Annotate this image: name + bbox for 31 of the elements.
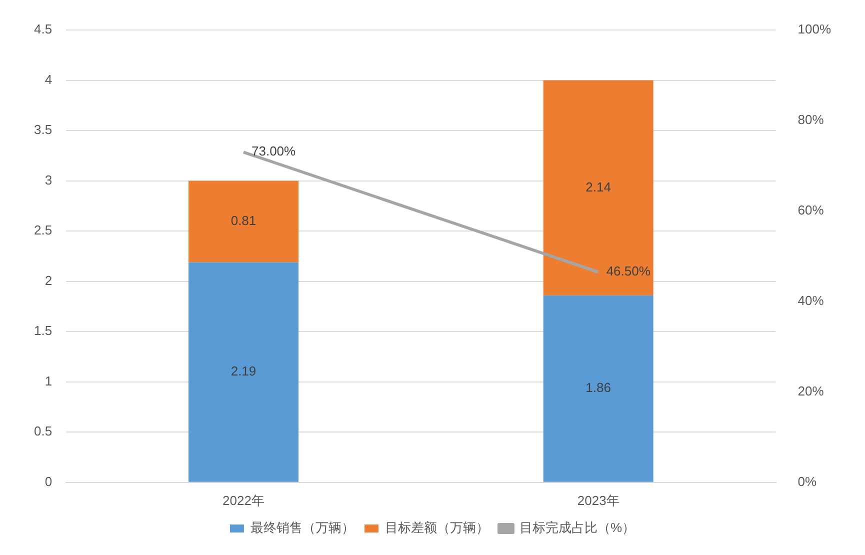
y-tick-label: 0	[44, 474, 52, 489]
y-tick-label: 4	[44, 72, 52, 87]
bar	[543, 295, 654, 482]
bar	[188, 262, 298, 482]
data-label: 73.00%	[251, 144, 296, 159]
data-label: 0.81	[230, 213, 256, 228]
data-label: 2.19	[230, 364, 256, 379]
y-tick-label: 0.5	[34, 424, 52, 439]
y2-tick-label: 20%	[798, 384, 824, 398]
data-label: 46.50%	[606, 264, 651, 279]
y2-tick-label: 60%	[798, 202, 824, 218]
y-tick-label: 2	[44, 272, 52, 288]
y2-tick-label: 40%	[798, 293, 824, 308]
data-label: 2.14	[586, 179, 611, 194]
y-tick-label: 1.5	[34, 323, 52, 338]
y2-tick-label: 100%	[798, 22, 832, 37]
bar	[543, 80, 654, 296]
y2-tick-label: 80%	[798, 112, 824, 128]
bar	[188, 180, 298, 262]
y-tick-label: 4.5	[34, 22, 52, 37]
y-tick-label: 1	[44, 373, 52, 388]
data-label: 1.86	[586, 380, 611, 396]
y-tick-label: 3.5	[34, 122, 52, 138]
x-tick-label: 2022年	[222, 492, 264, 508]
legend-label: 目标完成占比（%）	[519, 520, 636, 536]
y-tick-label: 3	[44, 172, 52, 188]
x-tick-label: 2023年	[577, 492, 620, 508]
y-tick-label: 2.5	[34, 222, 52, 238]
legend-label: 最终销售（万辆）	[250, 520, 354, 536]
y2-tick-label: 0%	[798, 474, 817, 489]
legend-label: 目标差额（万辆）	[384, 520, 489, 536]
